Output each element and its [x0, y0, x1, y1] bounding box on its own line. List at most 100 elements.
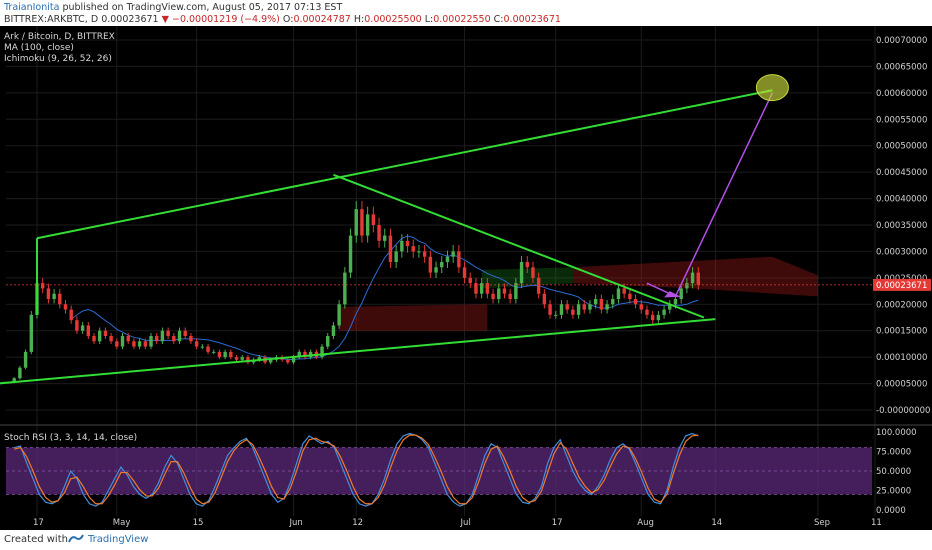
candle-body: [183, 330, 187, 336]
price-axis-label: 0.00035000: [876, 221, 927, 231]
candle-body: [440, 262, 444, 268]
time-axis-label: 17: [552, 518, 563, 528]
candle-body: [422, 251, 427, 257]
time-axis-label: Jul: [460, 518, 471, 528]
candle-body: [531, 267, 535, 278]
candle-body: [377, 225, 381, 241]
legend-title: Ark / Bitcoin, D, BITTREX: [4, 32, 115, 42]
candle-body: [519, 262, 524, 284]
price-axis-label: 0.00005000: [876, 380, 927, 390]
candle-body: [388, 235, 393, 262]
price-axis-label: -0.00000000: [876, 406, 930, 416]
candle-body: [576, 304, 581, 315]
candle-body: [18, 367, 22, 379]
candle-body: [115, 341, 119, 347]
low-value: 0.00022550: [433, 14, 491, 25]
time-axis-label: 17: [33, 518, 44, 528]
time-axis-label: 12: [352, 518, 363, 528]
candle-body: [508, 293, 512, 299]
candle-body: [246, 357, 250, 363]
candle-body: [326, 336, 330, 347]
legend-ma: MA (100, close): [4, 43, 74, 53]
candle-body: [137, 341, 142, 347]
time-axis-label: 14: [711, 518, 722, 528]
candle-body: [52, 293, 56, 299]
price-axis-label: 0.00010000: [876, 353, 927, 363]
candle-body: [633, 299, 638, 305]
close-label: C:: [493, 14, 504, 25]
candle-body: [337, 304, 341, 326]
candle-body: [491, 293, 495, 299]
tradingview-brand[interactable]: TradingView: [88, 534, 149, 545]
chart-area[interactable]: 0.00070000 0.00065000 0.00060000 0.00055000…: [0, 26, 932, 530]
candle-body: [200, 346, 205, 348]
candle-body: [69, 309, 73, 321]
price-axis-label: 0.00040000: [876, 195, 927, 205]
lower-channel-trendline: [0, 318, 716, 385]
ichimoku-cloud-bullish: [481, 267, 573, 289]
candle-body: [485, 283, 490, 294]
high-label: H:: [353, 14, 365, 25]
candle-body: [75, 320, 79, 331]
author-link[interactable]: TraianIonita: [4, 2, 60, 13]
candle-body: [331, 325, 336, 336]
candle-body: [479, 283, 484, 294]
candle-body: [394, 251, 398, 262]
candle-body: [434, 267, 438, 273]
candle-body: [662, 309, 666, 315]
candle-body: [679, 288, 683, 299]
candle-body: [234, 357, 239, 360]
candle-body: [405, 240, 410, 247]
candle-body: [354, 209, 358, 236]
upper-channel-trendline: [36, 89, 773, 240]
candle-body: [86, 325, 91, 336]
candle-body: [155, 336, 159, 342]
candle-body: [571, 309, 575, 315]
candle-body: [554, 314, 558, 316]
candle-body: [650, 314, 655, 321]
candle-body: [639, 304, 643, 310]
candle-body: [462, 267, 467, 278]
footer: Created with TradingView: [0, 530, 932, 550]
candle-body: [685, 283, 689, 289]
candle-body: [451, 251, 455, 257]
candle-body: [428, 256, 433, 273]
time-axis-label: 15: [193, 518, 204, 528]
candle-body: [303, 351, 307, 358]
tradingview-logo-icon: [68, 534, 84, 543]
candle-body: [92, 336, 96, 342]
candle-body: [628, 293, 632, 299]
candle-body: [599, 299, 604, 310]
low-label: L:: [424, 14, 434, 25]
high-value: 0.00025500: [364, 14, 422, 25]
target-ellipse: [755, 74, 789, 102]
price-axis-label: 0.00025000: [876, 274, 927, 284]
chart-canvas[interactable]: 0.00070000 0.00065000 0.00060000 0.00055000…: [0, 26, 932, 530]
candle-body: [542, 293, 547, 305]
symbol-label: BITTREX:ARKBTC, D: [4, 14, 99, 25]
candle-body: [40, 283, 45, 289]
price-axis-label: 0.00050000: [876, 142, 927, 152]
stoch-axis-label: 75.0000: [876, 448, 911, 458]
candle-body: [593, 299, 598, 305]
candle-body: [559, 304, 564, 315]
price-axis-label: 0.00045000: [876, 168, 927, 178]
candle-body: [474, 283, 478, 294]
candle-body: [29, 314, 34, 352]
candle-body: [502, 288, 507, 294]
pullback-arrow-head: [664, 291, 682, 298]
candle-body: [320, 346, 324, 358]
price-axis-label: 0.00030000: [876, 247, 927, 257]
projection-arrow: [674, 92, 774, 297]
price-axis-label: 0.00070000: [876, 36, 927, 46]
candle-body: [365, 214, 370, 236]
candle-body: [189, 336, 193, 342]
candle-body: [172, 336, 176, 342]
candle-body: [611, 299, 615, 305]
publish-line: TraianIonita published on TradingView.co…: [4, 2, 342, 13]
candle-body: [588, 304, 592, 310]
time-axis-label: 11: [871, 518, 882, 528]
price-axis-label: 0.00065000: [876, 62, 927, 72]
price-axis-label: 0.00015000: [876, 327, 927, 337]
stoch-k-line: [14, 432, 699, 507]
